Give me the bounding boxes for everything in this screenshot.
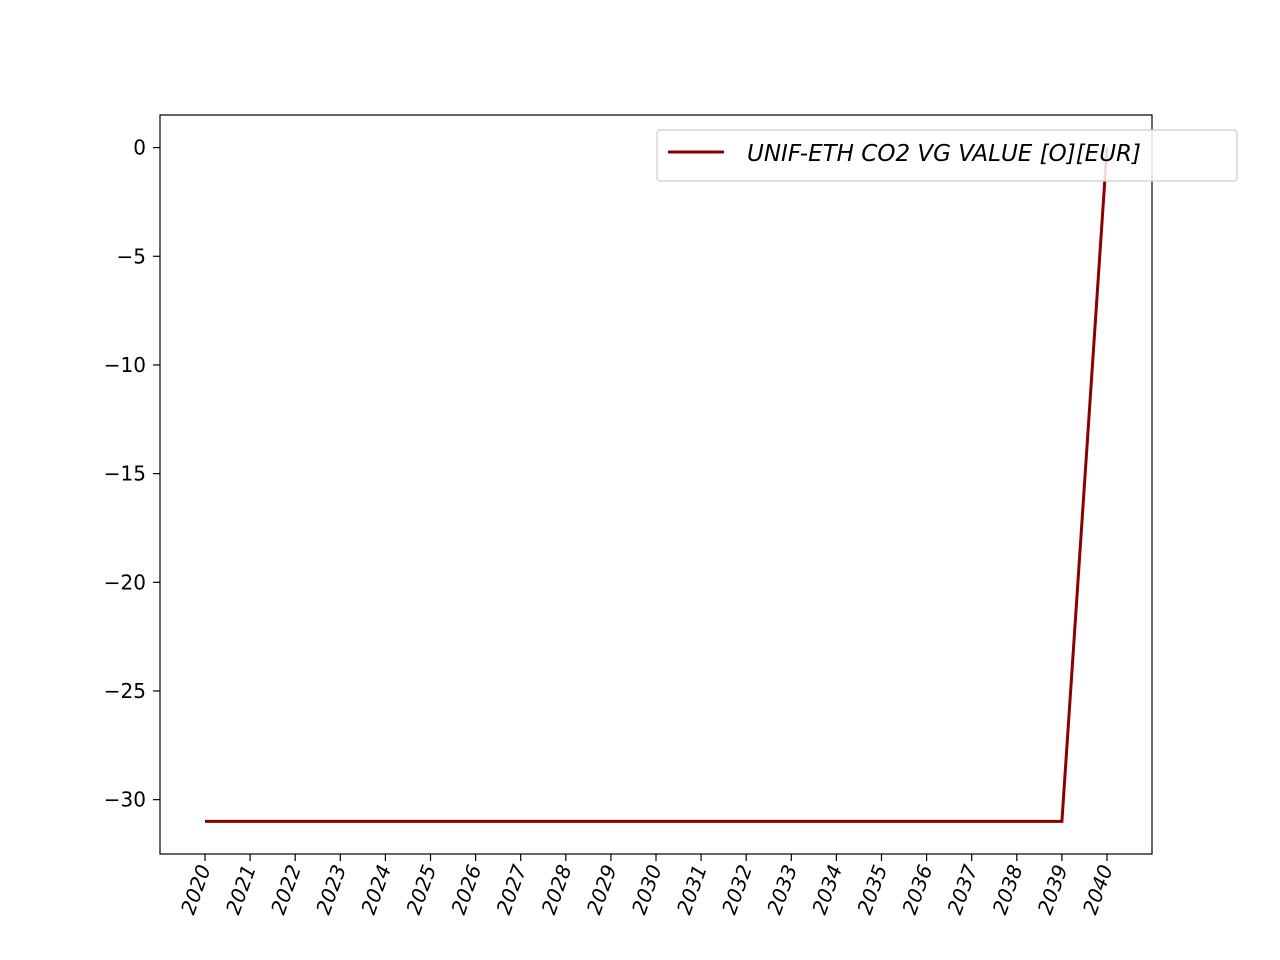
series-layer [205, 147, 1109, 823]
x-tick-label: 2035 [852, 862, 892, 918]
x-tick-label: 2036 [897, 862, 937, 918]
x-tick-label: 2024 [356, 862, 396, 918]
x-axis: 2020 2021 2022 2023 2024 2025 2026 2027 2028 2029… [176, 854, 1118, 918]
y-tick-label: −25 [104, 679, 146, 703]
x-tick-label: 2037 [942, 861, 982, 917]
x-tick-label: 2032 [717, 862, 757, 918]
y-tick-label: −5 [117, 244, 146, 268]
legend-box [656, 129, 1238, 182]
y-tick-label: −20 [104, 570, 146, 594]
y-tick-label: −10 [104, 353, 146, 377]
legend: UNIF-ETH CO2 VG VALUE [O][EUR] [656, 129, 1238, 182]
y-axis: 0 −5 −10 −15 −20 −25 −30 [104, 136, 160, 812]
x-tick-label: 2033 [762, 862, 802, 918]
x-tick-label: 2021 [221, 862, 261, 918]
legend-label: UNIF-ETH CO2 VG VALUE [O][EUR] [747, 141, 1141, 167]
series-line [205, 147, 1109, 823]
y-tick-label: −30 [104, 788, 146, 812]
x-tick-label: 2038 [988, 862, 1028, 918]
y-tick-label: 0 [133, 136, 146, 160]
plot-frame [159, 114, 1153, 855]
x-tick-label: 2034 [807, 862, 847, 918]
x-tick-label: 2028 [537, 862, 577, 918]
x-tick-label: 2026 [446, 862, 486, 918]
x-tick-label: 2020 [176, 862, 216, 918]
x-tick-label: 2022 [266, 862, 306, 918]
x-tick-label: 2030 [627, 862, 667, 918]
x-tick-label: 2039 [1033, 862, 1073, 918]
x-tick-label: 2040 [1078, 862, 1118, 918]
x-tick-label: 2025 [401, 862, 441, 918]
x-tick-label: 2027 [491, 861, 531, 917]
x-tick-label: 2023 [311, 862, 351, 918]
x-tick-label: 2029 [582, 862, 622, 918]
y-tick-label: −15 [104, 462, 146, 486]
x-tick-label: 2031 [672, 862, 712, 918]
plot-area [160, 115, 1152, 854]
